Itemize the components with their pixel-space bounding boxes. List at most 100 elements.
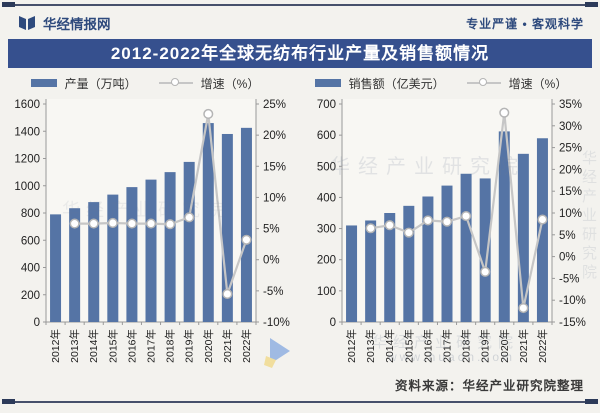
right-axis-tick-label: 20% bbox=[263, 130, 286, 142]
x-category-label: 2022年 bbox=[240, 329, 253, 363]
production-chart-svg: 0 200 400 600 800 1000 1200 1400 1600 -10% -5% 0% 5%… bbox=[14, 99, 290, 363]
x-category-label: 2021年 bbox=[517, 329, 530, 363]
left-axis-tick-label: 500 bbox=[317, 161, 336, 173]
right-axis-tick-label: 25% bbox=[263, 99, 286, 111]
growth-marker bbox=[365, 223, 376, 234]
right-axis-tick-label: -15% bbox=[559, 317, 586, 329]
right-axis-tick-label: -10% bbox=[263, 317, 290, 329]
bar-2012年 bbox=[50, 214, 62, 322]
line-series-label: 增速（%） bbox=[508, 76, 568, 91]
bar-2016年 bbox=[422, 196, 434, 322]
left-axis-tick-label: 1400 bbox=[14, 126, 40, 138]
growth-line bbox=[74, 113, 248, 295]
x-category-label: 2016年 bbox=[125, 329, 138, 363]
growth-marker bbox=[241, 234, 252, 245]
header-tagline: 专业严谨 • 客观科学 bbox=[466, 16, 584, 31]
x-category-label: 2014年 bbox=[383, 329, 396, 363]
right-axis-tick-label: 5% bbox=[263, 224, 280, 236]
line-marker-swatch bbox=[478, 78, 487, 86]
growth-marker bbox=[88, 218, 99, 229]
production-chart: 产量（万吨） 增速（%） 0 200 400 600 800 1000 1200 1400 16… bbox=[6, 72, 298, 374]
bar-series-label: 产量（万吨） bbox=[64, 76, 137, 91]
growth-marker bbox=[461, 211, 472, 222]
growth-marker bbox=[145, 218, 157, 229]
data-source: 资料来源：华经产业研究院整理 bbox=[394, 379, 584, 393]
right-axis-tick-label: 0% bbox=[263, 255, 280, 267]
source-row: 资料来源：华经产业研究院整理 bbox=[0, 375, 600, 394]
x-category-label: 2020年 bbox=[202, 329, 215, 363]
top-border-rule bbox=[2, 2, 598, 8]
left-axis-tick-label: 300 bbox=[317, 224, 336, 236]
x-category-label: 2012年 bbox=[345, 329, 358, 363]
bar-2013年 bbox=[365, 220, 377, 322]
growth-marker bbox=[537, 214, 548, 225]
line-series-swatch bbox=[158, 78, 193, 86]
growth-line bbox=[370, 112, 544, 309]
growth-marker bbox=[107, 217, 118, 229]
right-axis-tick-label: 15% bbox=[263, 161, 286, 173]
line-series-swatch bbox=[466, 78, 501, 86]
left-axis-tick-label: 0 bbox=[330, 317, 336, 329]
left-axis-tick-label: 1600 bbox=[14, 99, 40, 111]
sales-legend: 销售额（亿美元） 增速（%） bbox=[302, 72, 594, 94]
x-category-label: 2019年 bbox=[479, 329, 492, 363]
bar-2015年 bbox=[107, 194, 119, 322]
growth-marker bbox=[69, 218, 80, 229]
bar-2017年 bbox=[145, 179, 157, 322]
brand: 华经情报网 bbox=[18, 13, 111, 33]
x-category-label: 2017年 bbox=[145, 329, 158, 363]
right-axis-tick-label: 15% bbox=[559, 186, 582, 198]
x-category-label: 2013年 bbox=[364, 329, 377, 363]
growth-marker bbox=[403, 227, 414, 238]
bar-series-label: 销售额（亿美元） bbox=[348, 76, 445, 91]
bar-2019年 bbox=[183, 161, 195, 322]
growth-marker bbox=[384, 220, 395, 231]
growth-marker bbox=[441, 216, 453, 227]
bar-2021年 bbox=[221, 133, 233, 322]
line-marker-swatch bbox=[170, 78, 179, 86]
left-axis-tick-label: 700 bbox=[317, 99, 336, 111]
left-axis-tick-label: 100 bbox=[317, 286, 336, 298]
x-category-label: 2017年 bbox=[441, 329, 454, 363]
left-axis-tick-label: 600 bbox=[317, 130, 336, 142]
bottom-border-rule bbox=[2, 399, 598, 405]
growth-marker bbox=[480, 266, 491, 277]
x-category-label: 2016年 bbox=[421, 329, 434, 363]
right-axis-tick-label: 10% bbox=[559, 208, 582, 220]
growth-marker bbox=[165, 219, 176, 230]
left-axis-tick-label: 400 bbox=[317, 192, 336, 204]
line-series-label: 增速（%） bbox=[200, 76, 260, 91]
bar-2022年 bbox=[536, 138, 548, 322]
bar-2020年 bbox=[498, 131, 510, 322]
bar-series-swatch bbox=[314, 79, 341, 87]
bar-2018年 bbox=[164, 172, 176, 322]
bar-2022年 bbox=[240, 127, 252, 322]
right-axis-tick-label: -10% bbox=[559, 295, 586, 307]
growth-marker bbox=[518, 302, 529, 314]
bar-2015年 bbox=[403, 205, 415, 322]
growth-marker bbox=[126, 218, 137, 229]
left-axis-tick-label: 1200 bbox=[14, 154, 40, 166]
right-axis-tick-label: 30% bbox=[559, 121, 582, 133]
bar-2014年 bbox=[384, 213, 396, 322]
growth-marker bbox=[422, 215, 433, 226]
right-axis-tick-label: 35% bbox=[559, 99, 582, 111]
right-axis-tick-label: 20% bbox=[559, 164, 582, 176]
bar-series-swatch bbox=[30, 79, 57, 87]
left-axis-tick-label: 200 bbox=[21, 290, 40, 302]
sales-chart: 销售额（亿美元） 增速（%） 0 100 200 300 400 500 600 700 -15… bbox=[302, 72, 594, 374]
bar-2012年 bbox=[346, 225, 358, 322]
sales-chart-svg: 0 100 200 300 400 500 600 700 -15% -10% -5% 0% 5% 10%… bbox=[317, 99, 586, 363]
brand-name: 华经情报网 bbox=[43, 17, 111, 32]
left-axis-tick-label: 1000 bbox=[14, 181, 40, 193]
header: 华经情报网 专业严谨 • 客观科学 bbox=[0, 8, 600, 36]
x-category-label: 2022年 bbox=[536, 329, 549, 363]
right-axis-tick-label: 25% bbox=[559, 143, 582, 155]
x-category-label: 2014年 bbox=[87, 329, 100, 363]
bar-2014年 bbox=[88, 202, 100, 322]
growth-marker bbox=[222, 288, 233, 300]
x-category-label: 2020年 bbox=[498, 329, 511, 363]
left-axis-tick-label: 600 bbox=[21, 235, 40, 247]
left-axis-tick-label: 200 bbox=[317, 255, 336, 267]
